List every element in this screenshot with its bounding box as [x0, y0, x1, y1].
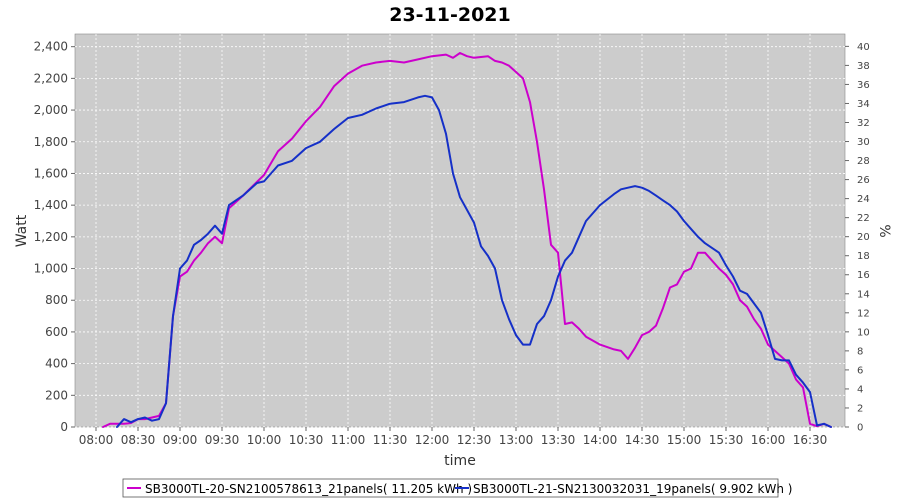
y2-tick-label: 4 [857, 384, 863, 395]
y2-tick-label: 40 [857, 42, 870, 53]
legend-entry-1: SB3000TL-20-SN2100578613_21panels( 11.20… [145, 482, 472, 496]
y2-tick-label: 22 [857, 213, 870, 224]
y-tick-label: 200 [45, 388, 68, 402]
y2-tick-label: 24 [857, 194, 870, 205]
y2-tick-label: 36 [857, 80, 870, 91]
y2-tick-label: 2 [857, 403, 863, 414]
y2-tick-label: 30 [857, 137, 870, 148]
y2-axis-label: % [876, 224, 892, 237]
x-tick-label: 10:00 [247, 433, 282, 447]
series-line-2 [116, 94, 832, 428]
y2-tick-label: 18 [857, 251, 870, 262]
x-tick-label: 16:30 [793, 433, 828, 447]
y-tick-label: 0 [60, 420, 68, 434]
x-tick-label: 09:30 [205, 433, 240, 447]
y-tick-label: 2,000 [34, 103, 68, 117]
x-tick-label: 11:00 [331, 433, 366, 447]
x-tick-label: 15:00 [667, 433, 702, 447]
y-tick-label: 2,200 [34, 71, 68, 85]
y-tick-label: 600 [45, 325, 68, 339]
y2-tick-label: 6 [857, 365, 863, 376]
grid-lines [75, 34, 845, 428]
y2-tick-label: 8 [857, 346, 863, 357]
x-tick-label: 09:00 [163, 433, 198, 447]
x-tick-label: 08:30 [121, 433, 156, 447]
x-tick-label: 11:30 [373, 433, 408, 447]
x-tick-label: 14:00 [583, 433, 618, 447]
y2-tick-label: 14 [857, 289, 870, 300]
x-tick-label: 13:30 [541, 433, 576, 447]
y2-tick-label: 32 [857, 118, 870, 129]
y2-tick-label: 38 [857, 61, 870, 72]
x-tick-label: 14:30 [625, 433, 660, 447]
y2-tick-label: 12 [857, 308, 870, 319]
y2-tick-label: 26 [857, 175, 870, 186]
legend-box [122, 478, 779, 498]
y2-tick-label: 28 [857, 156, 870, 167]
y-tick-label: 1,600 [34, 166, 68, 180]
y2-tick-label: 0 [857, 423, 863, 434]
x-tick-label: 15:30 [709, 433, 744, 447]
x-tick-label: 08:00 [79, 433, 114, 447]
y-tick-label: 1,400 [34, 198, 68, 212]
x-tick-label: 16:00 [751, 433, 786, 447]
y-tick-label: 1,200 [34, 230, 68, 244]
x-tick-label: 12:00 [415, 433, 450, 447]
y-tick-label: 400 [45, 357, 68, 371]
x-tick-label: 12:30 [457, 433, 492, 447]
legend-entry-2: SB3000TL-21-SN2130032031_19panels( 9.902… [473, 482, 792, 496]
x-axis-label: time [444, 453, 476, 469]
y-tick-label: 2,400 [34, 40, 68, 54]
y-axis-label: Watt [14, 214, 30, 247]
y-tick-label: 1,800 [34, 135, 68, 149]
plot-area [74, 33, 846, 428]
y-tick-label: 1,000 [34, 262, 68, 276]
y-tick-label: 800 [45, 293, 68, 307]
series-layer [102, 52, 832, 428]
x-tick-label: 13:00 [499, 433, 534, 447]
legend: SB3000TL-20-SN2100578613_21panels( 11.20… [122, 478, 792, 498]
series-line-1 [102, 52, 832, 428]
y2-tick-label: 10 [857, 327, 870, 338]
y2-tick-label: 34 [857, 99, 870, 110]
chart-title: 23-11-2021 [389, 4, 511, 26]
x-tick-label: 10:30 [289, 433, 324, 447]
y2-tick-label: 20 [857, 232, 870, 243]
x-axis-ticks: 08:00 08:30 09:00 09:30 10:00 10:30 11:00 11:30… [79, 427, 828, 447]
y2-tick-label: 16 [857, 270, 870, 281]
y-axis-ticks: 0 200 400 600 800 1,000 1,200 1,400 1,600 1,800 2,… [34, 40, 75, 434]
